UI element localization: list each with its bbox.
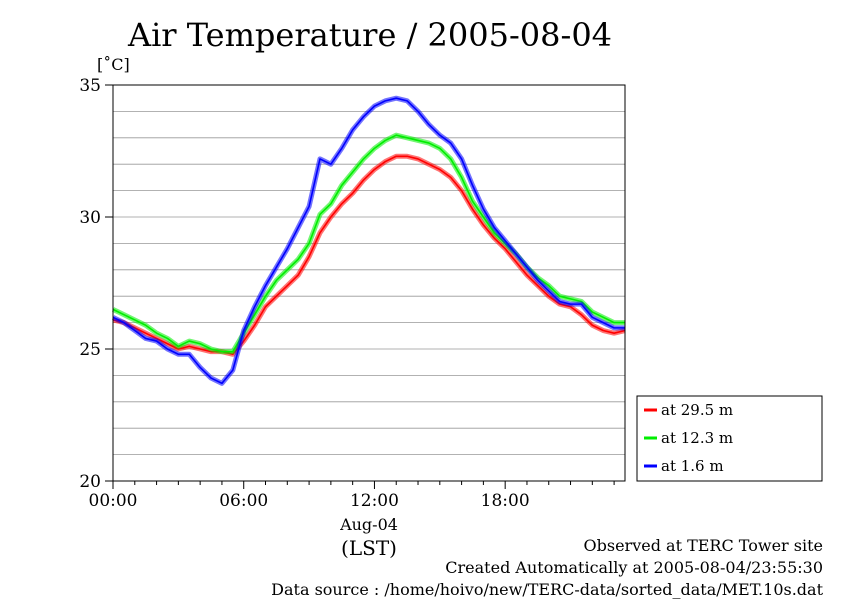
series-line xyxy=(112,155,626,356)
legend-box xyxy=(636,395,823,482)
chart-title: Air Temperature / 2005-08-04 xyxy=(127,16,612,54)
x-tick-label: 00:00 xyxy=(89,491,138,511)
x-tick-label: 06:00 xyxy=(219,491,268,511)
series-layer xyxy=(111,95,626,386)
series-line xyxy=(112,97,625,385)
y-axis: 20 25 30 35 xyxy=(79,76,113,492)
y-tick-label: 30 xyxy=(79,208,101,228)
y-tick-label: 35 xyxy=(79,76,101,96)
series-line-halo xyxy=(112,153,626,357)
legend-label: at 29.5 m xyxy=(661,401,733,419)
footer-created-note: Created Automatically at 2005-08-04/23:5… xyxy=(445,558,823,577)
y-tick-label: 20 xyxy=(79,472,101,492)
y-tick-label: 25 xyxy=(79,340,101,360)
x-axis: 00:00 06:00 12:00 18:00 xyxy=(89,481,615,511)
legend-items: at 29.5 m at 12.3 m at 1.6 m xyxy=(644,401,733,475)
footer-site-note: Observed at TERC Tower site xyxy=(583,536,824,555)
legend-label: at 12.3 m xyxy=(661,429,733,447)
x-axis-label: (LST) xyxy=(341,536,397,560)
y-axis-unit-label: [˚C] xyxy=(97,55,130,74)
x-tick-label: 18:00 xyxy=(481,491,530,511)
x-axis-date-label: Aug-04 xyxy=(339,515,398,534)
legend-label: at 1.6 m xyxy=(661,457,724,475)
legend: at 29.5 m at 12.3 m at 1.6 m xyxy=(636,395,823,482)
x-tick-label: 12:00 xyxy=(350,491,399,511)
plot-area-frame xyxy=(112,84,626,482)
footer-data-source: Data source : /home/hoivo/new/TERC-data/… xyxy=(271,580,823,599)
